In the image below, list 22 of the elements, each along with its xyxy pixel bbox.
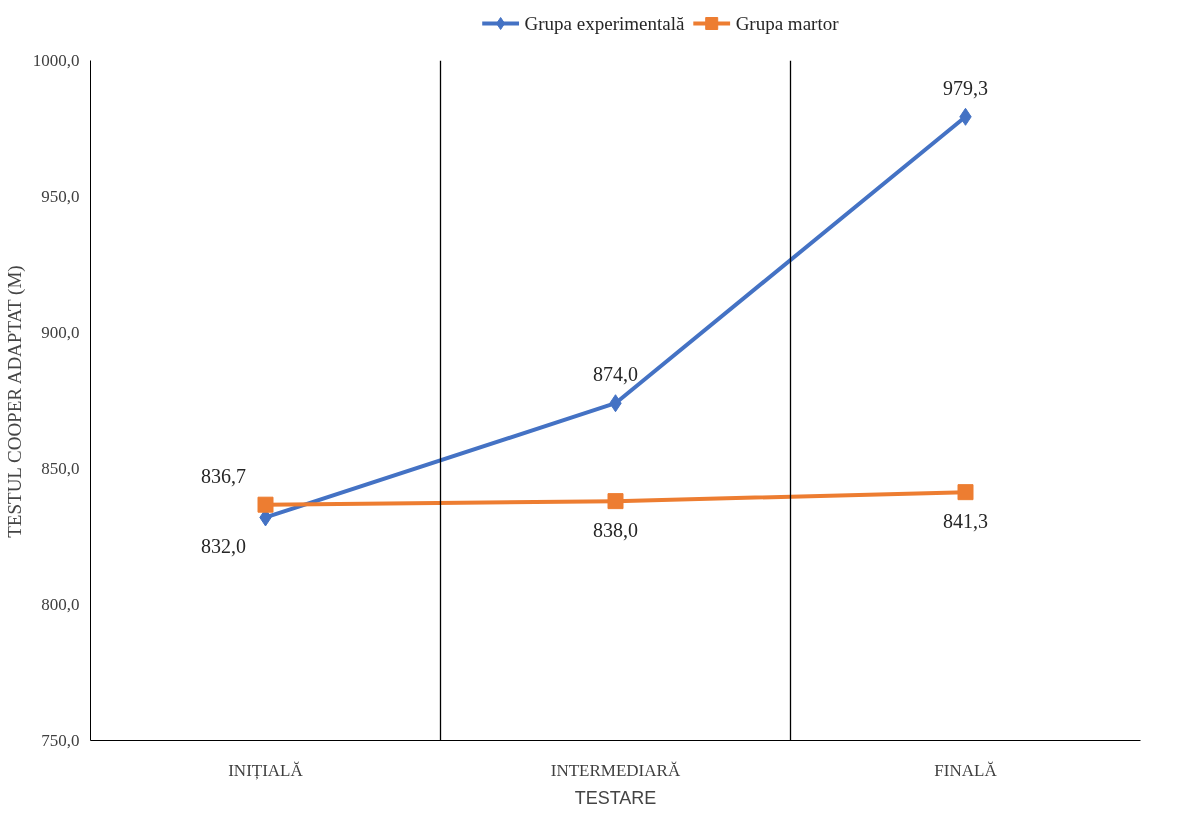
- legend-label: Grupa experimentală: [524, 13, 685, 34]
- x-tick-label: FINALĂ: [934, 760, 998, 780]
- y-tick-label: 950,0: [41, 187, 80, 206]
- y-tick-label: 800,0: [41, 595, 80, 614]
- x-axis-title: TESTARE: [574, 787, 657, 808]
- data-label: 979,3: [943, 76, 988, 99]
- point: [957, 484, 974, 501]
- y-axis-title: TESTUL COOPER ADAPTAT (M): [3, 265, 26, 538]
- y-tick-label: 900,0: [41, 323, 80, 342]
- data-label: 832,0: [201, 535, 246, 558]
- x-tick-label: INTERMEDIARĂ: [550, 760, 681, 780]
- point: [257, 496, 274, 513]
- data-label: 874,0: [593, 363, 638, 386]
- data-label: 836,7: [201, 464, 246, 487]
- y-tick-label: 1000,0: [32, 51, 80, 70]
- y-tick-label: 850,0: [41, 459, 80, 478]
- legend-label: Grupa martor: [735, 13, 840, 34]
- point: [607, 493, 624, 510]
- y-tick-label: 750,0: [41, 731, 80, 750]
- x-tick-label: INIȚIALĂ: [228, 760, 304, 780]
- data-label: 838,0: [593, 519, 638, 542]
- data-label: 841,3: [943, 510, 988, 533]
